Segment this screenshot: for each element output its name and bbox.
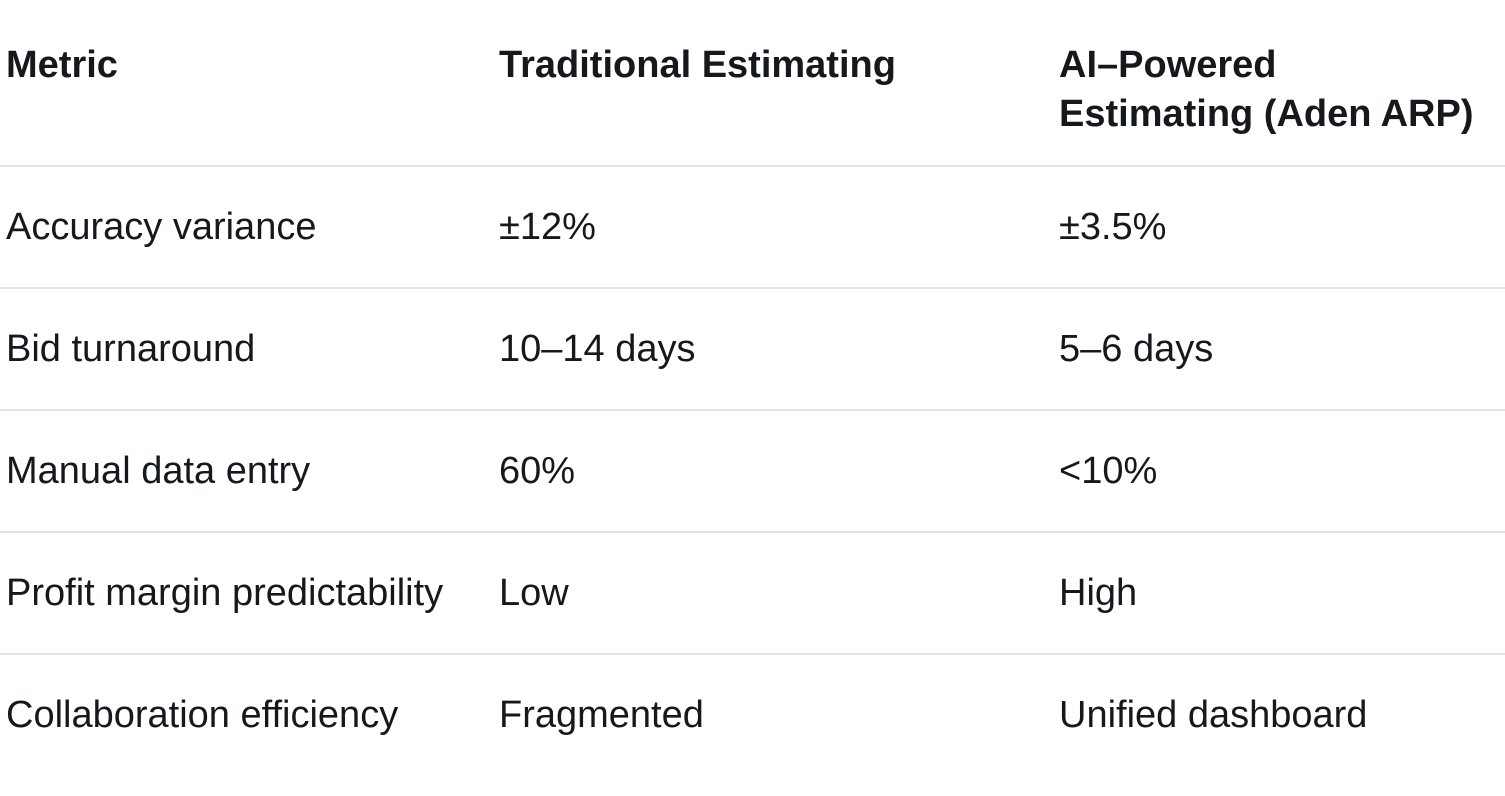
metric-label: Accuracy variance	[6, 206, 317, 248]
table-row-profit-margin-predictability: Profit margin predictability Low High	[0, 533, 1505, 655]
metric-label: Profit margin predictability	[6, 572, 444, 614]
column-header-traditional: Traditional Estimating	[499, 44, 896, 86]
table-row-bid-turnaround: Bid turnaround 10–14 days 5–6 days	[0, 289, 1505, 411]
ai-value: <10%	[1059, 450, 1158, 492]
table-row-accuracy-variance: Accuracy variance ±12% ±3.5%	[0, 167, 1505, 289]
metric-label: Manual data entry	[6, 450, 311, 492]
table-row-manual-data-entry: Manual data entry 60% <10%	[0, 411, 1505, 533]
column-header-metric: Metric	[6, 44, 118, 86]
ai-value: High	[1059, 572, 1138, 614]
metric-label: Collaboration efficiency	[6, 694, 399, 736]
column-header-ai: AI–Powered Estimating (Aden ARP)	[1059, 0, 1505, 165]
traditional-value: 60%	[499, 450, 576, 492]
column-header-ai-line1: AI–Powered	[1059, 44, 1277, 86]
traditional-value: 10–14 days	[499, 328, 696, 370]
column-header-ai-line2: Estimating (Aden ARP)	[1059, 93, 1474, 135]
traditional-value: ±12%	[499, 206, 596, 248]
ai-value: 5–6 days	[1059, 328, 1214, 370]
table-header-row: Metric Traditional Estimating AI–Powered…	[0, 0, 1505, 167]
ai-value: ±3.5%	[1059, 206, 1167, 248]
traditional-value: Fragmented	[499, 694, 704, 736]
metric-label: Bid turnaround	[6, 328, 256, 370]
table-row-collaboration-efficiency: Collaboration efficiency Fragmented Unif…	[0, 655, 1505, 796]
traditional-value: Low	[499, 572, 569, 614]
ai-value: Unified dashboard	[1059, 694, 1368, 736]
